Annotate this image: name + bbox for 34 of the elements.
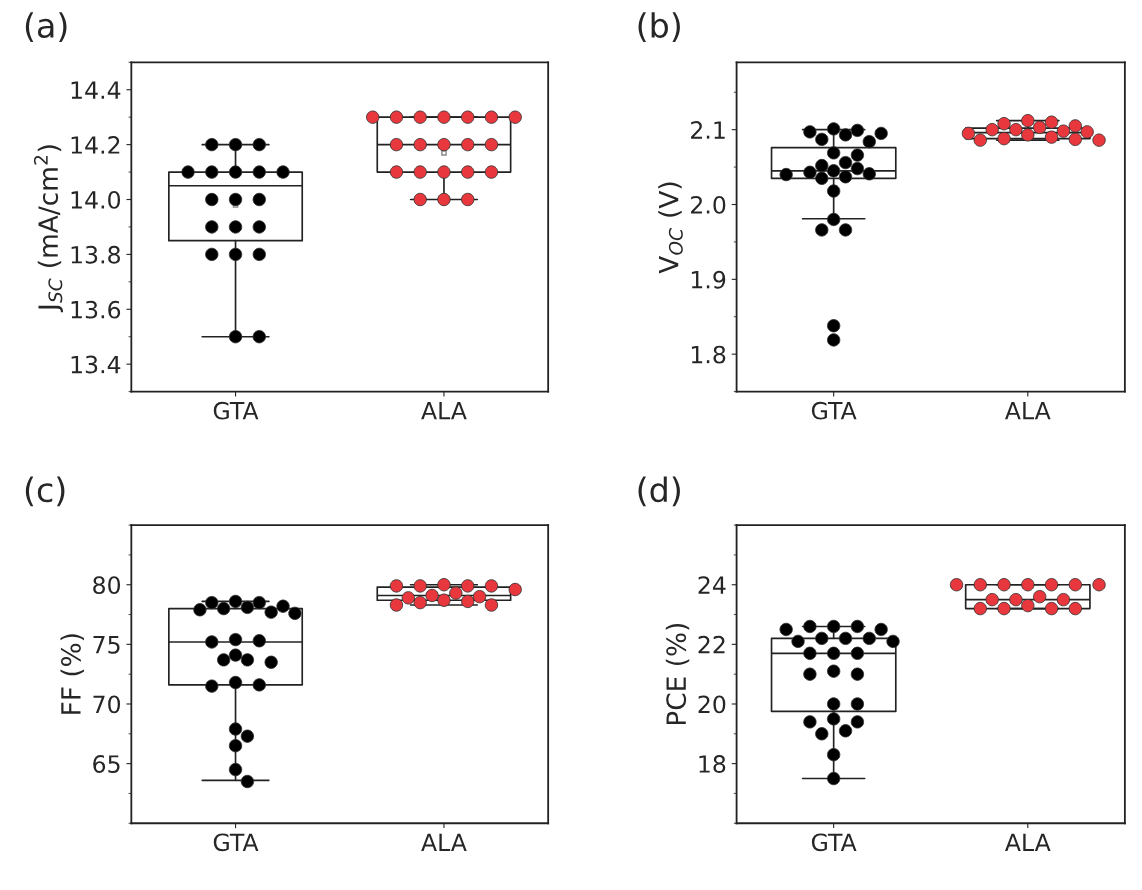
chart-title: (c) [25, 476, 65, 507]
y-tick-label: 65 [93, 755, 120, 773]
x-tick-label: GTA [811, 833, 857, 852]
x-tick-label: ALA [1004, 833, 1051, 851]
x-tick-label: ALA [421, 402, 467, 420]
y-tick-label: 13.6 [71, 300, 121, 319]
x-tick-label: GTA [213, 833, 259, 852]
y-tick-label: 14.0 [71, 190, 121, 209]
y-axis-title: FF (%) [60, 634, 84, 714]
x-tick-label: ALA [421, 833, 467, 851]
y-tick-label: 13.8 [71, 245, 120, 264]
y-tick-label: 24 [698, 576, 726, 594]
y-tick-label: 13.4 [71, 355, 121, 374]
y-tick-label: 14.4 [71, 81, 121, 99]
y-tick-label: 1.9 [691, 270, 726, 289]
y-tick-label: 75 [93, 636, 120, 654]
y-tick-label: 14.2 [71, 136, 120, 154]
y-tick-label: 80 [93, 576, 121, 595]
y-tick-label: 2.1 [691, 121, 725, 139]
chart-title: (a) [25, 12, 67, 42]
y-axis-title: J$_{SC}$ (mA/cm$^{2}$) [33, 145, 64, 313]
x-tick-label: ALA [1004, 402, 1051, 420]
y-tick-label: 20 [698, 695, 726, 714]
x-tick-label: GTA [811, 401, 857, 420]
y-axis-title: PCE (%) [665, 623, 690, 725]
chart-title: (b) [638, 12, 680, 42]
y-tick-label: 22 [698, 635, 725, 654]
x-tick-label: GTA [213, 401, 259, 420]
chart-title: (d) [638, 476, 680, 507]
y-axis-title: V$_{OC}$ (V) [658, 182, 683, 274]
y-tick-label: 18 [699, 755, 726, 773]
y-tick-label: 70 [93, 695, 121, 714]
y-tick-label: 1.8 [691, 345, 726, 364]
y-tick-label: 2.0 [691, 195, 726, 214]
